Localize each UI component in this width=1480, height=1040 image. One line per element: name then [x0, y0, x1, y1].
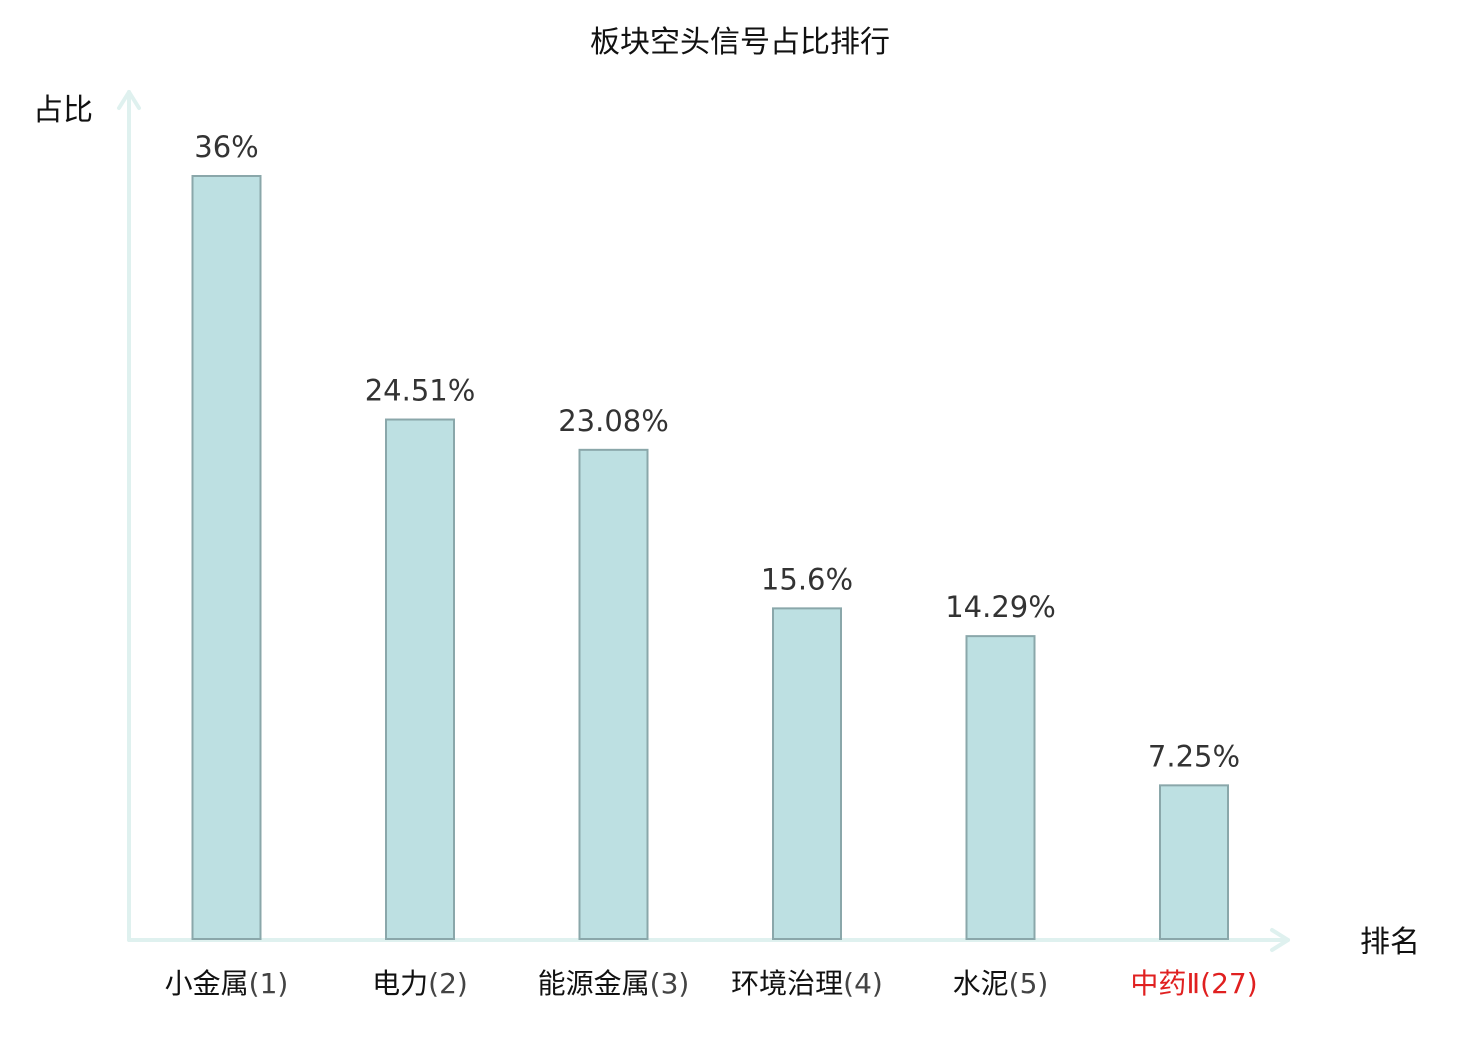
category-labels-group: 小金属(1) 电力(2) 能源金属(3) 环境治理(4) 水泥(5) 中药Ⅱ(27): [165, 967, 1258, 1000]
x-tick-label: 电力(2): [372, 967, 468, 1000]
x-axis-arrow-icon: [1270, 928, 1290, 952]
bar-value-label: 14.29%: [945, 590, 1056, 624]
x-tick-rank: (2): [428, 967, 468, 1000]
y-axis-arrow-icon: [117, 90, 141, 110]
bar-value-label: 36%: [194, 130, 258, 164]
x-tick-label: 水泥(5): [953, 967, 1049, 1000]
bar-4: [772, 607, 842, 940]
x-tick-name: 小金属: [165, 967, 249, 1000]
x-tick-name: 水泥: [953, 967, 1009, 1000]
y-axis-label: 占比: [33, 93, 93, 128]
chart-title: 板块空头信号占比排行: [590, 25, 890, 60]
bar-value-label: 15.6%: [761, 562, 853, 596]
bar-value-label: 23.08%: [558, 404, 669, 438]
x-tick-rank: (1): [249, 967, 289, 1000]
bar-value-label: 7.25%: [1148, 739, 1240, 773]
x-tick-name: 中药Ⅱ: [1130, 967, 1200, 1000]
x-tick-name: 能源金属: [538, 967, 650, 1000]
x-tick-name: 电力: [372, 967, 428, 1000]
value-labels-group: 36% 24.51% 23.08% 15.6% 14.29% 7.25%: [194, 130, 1240, 773]
bar-6: [1159, 784, 1229, 940]
x-tick-label: 小金属(1): [165, 967, 289, 1000]
bar-1: [191, 175, 262, 940]
x-tick-rank: (27): [1200, 967, 1257, 1000]
bar-value-label: 24.51%: [365, 374, 476, 408]
x-tick-name: 环境治理: [731, 967, 843, 1000]
x-tick-rank: (4): [843, 967, 883, 1000]
x-tick-rank: (3): [650, 967, 690, 1000]
x-tick-label: 中药Ⅱ(27): [1130, 967, 1257, 1000]
x-tick-rank: (5): [1009, 967, 1049, 1000]
x-axis-label: 排名: [1360, 925, 1420, 960]
x-tick-label: 能源金属(3): [538, 967, 690, 1000]
bar-5: [965, 635, 1036, 941]
axes: [117, 90, 1290, 952]
bar-2: [385, 418, 455, 940]
x-tick-label: 环境治理(4): [731, 967, 883, 1000]
bar-3: [578, 448, 649, 940]
bars-group: [191, 175, 1229, 941]
